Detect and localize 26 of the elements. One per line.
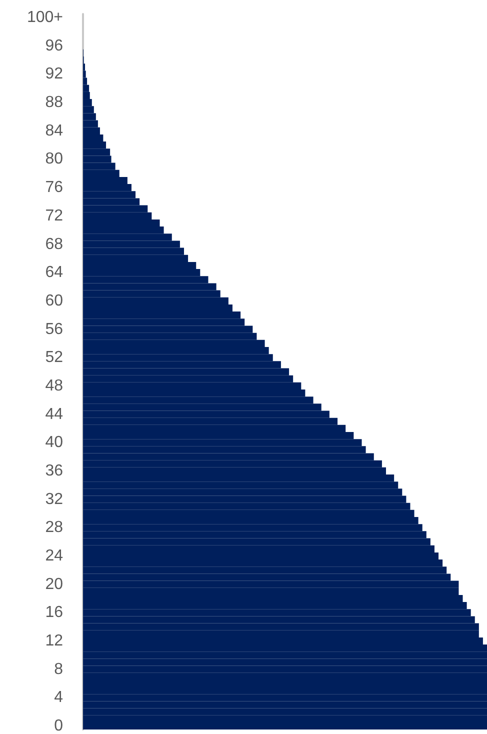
y-tick-label: 0 <box>54 718 64 734</box>
y-tick-label: 68 <box>45 236 64 253</box>
y-tick-label: 92 <box>45 66 64 83</box>
y-tick-label: 32 <box>45 490 64 508</box>
y-tick-label: 84 <box>45 122 64 140</box>
y-tick-label: 12 <box>45 632 64 650</box>
y-tick-label: 100+ <box>26 9 63 26</box>
y-tick-label: 88 <box>45 94 64 112</box>
y-tick-label: 44 <box>45 406 64 423</box>
y-tick-label: 8 <box>54 660 64 678</box>
y-tick-label: 16 <box>45 604 64 622</box>
y-tick-label: 20 <box>45 576 64 593</box>
y-tick-label: 64 <box>45 264 64 282</box>
y-tick-label: 96 <box>45 37 64 54</box>
y-tick-label: 60 <box>45 292 64 310</box>
y-tick-label: 80 <box>45 150 64 168</box>
y-tick-label: 28 <box>45 519 64 536</box>
y-tick-label: 52 <box>45 349 64 366</box>
y-tick-label: 56 <box>45 320 64 338</box>
y-tick-label: 24 <box>45 547 64 564</box>
y-tick-label: 76 <box>45 179 64 196</box>
y-tick-label: 4 <box>54 689 64 706</box>
y-tick-label: 72 <box>45 207 64 224</box>
y-tick-label: 48 <box>45 377 64 394</box>
y-tick-label: 40 <box>45 434 64 452</box>
y-tick-label: 36 <box>45 462 64 480</box>
